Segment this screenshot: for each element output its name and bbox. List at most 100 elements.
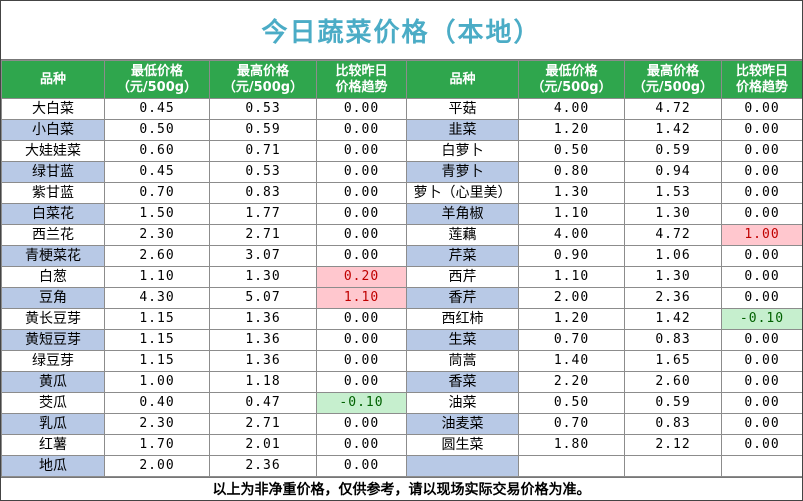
header-trend: 比较昨日 价格趋势	[316, 60, 407, 99]
min-price: 0.50	[518, 392, 625, 414]
table-row: 白葱 1.10 1.30 0.20 西芹 1.10 1.30 0.00	[1, 266, 802, 288]
header-trend-2: 比较昨日 价格趋势	[721, 60, 802, 99]
vegetable-name: 紫甘蓝	[1, 182, 105, 204]
table-row: 地瓜 2.00 2.36 0.00	[1, 455, 802, 477]
vegetable-name: 绿豆芽	[1, 350, 105, 372]
price-trend: 0.00	[721, 371, 802, 393]
min-price: 1.15	[104, 308, 210, 330]
price-trend: 0.00	[721, 266, 802, 288]
min-price: 1.20	[518, 119, 625, 141]
price-trend: 0.00	[721, 119, 802, 141]
min-price: 1.10	[518, 203, 625, 225]
price-trend: 0.00	[721, 161, 802, 183]
table-row: 西兰花 2.30 2.71 0.00 莲藕 4.00 4.72 1.00	[1, 224, 802, 246]
vegetable-name: 油菜	[406, 392, 519, 414]
table-row: 豆角 4.30 5.07 1.10 香芹 2.00 2.36 0.00	[1, 287, 802, 309]
min-price: 2.30	[104, 413, 210, 435]
max-price: 1.53	[624, 182, 722, 204]
max-price: 1.42	[624, 119, 722, 141]
price-trend: 0.00	[316, 140, 407, 162]
header-min-price: 最低价格 （元/500g）	[104, 60, 210, 99]
vegetable-name: 西芹	[406, 266, 519, 288]
table-row: 青梗菜花 2.60 3.07 0.00 芹菜 0.90 1.06 0.00	[1, 245, 802, 267]
min-price: 0.50	[104, 119, 210, 141]
max-price: 2.36	[209, 455, 317, 477]
price-trend: 0.00	[316, 308, 407, 330]
price-trend: 0.00	[721, 434, 802, 456]
table-header-row: 品种 最低价格 （元/500g） 最高价格 （元/500g） 比较昨日 价格趋势 品种…	[1, 60, 802, 99]
price-trend: -0.10	[721, 308, 802, 330]
price-trend: 0.00	[316, 371, 407, 393]
vegetable-name: 豆角	[1, 287, 105, 309]
table-row: 乳瓜 2.30 2.71 0.00 油麦菜 0.70 0.83 0.00	[1, 413, 802, 435]
vegetable-name: 白菜花	[1, 203, 105, 225]
max-price: 1.36	[209, 329, 317, 351]
min-price: 1.10	[104, 266, 210, 288]
price-trend: -0.10	[316, 392, 407, 414]
max-price: 4.72	[624, 224, 722, 246]
min-price: 0.90	[518, 245, 625, 267]
vegetable-name: 芹菜	[406, 245, 519, 267]
max-price: 0.47	[209, 392, 317, 414]
price-trend: 0.00	[316, 245, 407, 267]
max-price: 2.71	[209, 413, 317, 435]
max-price: 0.71	[209, 140, 317, 162]
price-trend: 0.00	[316, 98, 407, 120]
vegetable-name: 黄长豆芽	[1, 308, 105, 330]
price-trend: 0.00	[316, 182, 407, 204]
max-price: 1.36	[209, 308, 317, 330]
price-trend: 0.00	[721, 182, 802, 204]
vegetable-name: 地瓜	[1, 455, 105, 477]
min-price: 1.20	[518, 308, 625, 330]
price-trend: 0.00	[721, 140, 802, 162]
header-variety-2: 品种	[406, 60, 519, 99]
vegetable-name: 羊角椒	[406, 203, 519, 225]
min-price: 2.30	[104, 224, 210, 246]
vegetable-name: 乳瓜	[1, 413, 105, 435]
min-price: 0.60	[104, 140, 210, 162]
min-price: 0.45	[104, 161, 210, 183]
min-price: 1.15	[104, 329, 210, 351]
price-trend: 0.00	[316, 161, 407, 183]
max-price: 1.36	[209, 350, 317, 372]
min-price: 2.60	[104, 245, 210, 267]
min-price: 2.00	[104, 455, 210, 477]
vegetable-name: 青萝卜	[406, 161, 519, 183]
max-price: 5.07	[209, 287, 317, 309]
min-price: 4.00	[518, 98, 625, 120]
price-trend: 0.00	[316, 224, 407, 246]
max-price: 2.36	[624, 287, 722, 309]
price-trend: 0.00	[316, 119, 407, 141]
min-price	[518, 455, 625, 477]
max-price	[624, 455, 722, 477]
vegetable-name: 圆生菜	[406, 434, 519, 456]
min-price: 1.50	[104, 203, 210, 225]
max-price: 4.72	[624, 98, 722, 120]
vegetable-name: 生菜	[406, 329, 519, 351]
vegetable-name: 茭瓜	[1, 392, 105, 414]
table-row: 白菜花 1.50 1.77 0.00 羊角椒 1.10 1.30 0.00	[1, 203, 802, 225]
header-variety: 品种	[1, 60, 105, 99]
table-row: 大娃娃菜 0.60 0.71 0.00 白萝卜 0.50 0.59 0.00	[1, 140, 802, 162]
max-price: 0.53	[209, 98, 317, 120]
max-price: 1.18	[209, 371, 317, 393]
max-price: 0.59	[209, 119, 317, 141]
vegetable-name: 黄瓜	[1, 371, 105, 393]
max-price: 1.65	[624, 350, 722, 372]
table-row: 红薯 1.70 2.01 0.00 圆生菜 1.80 2.12 0.00	[1, 434, 802, 456]
vegetable-name: 小白菜	[1, 119, 105, 141]
page-title: 今日蔬菜价格（本地）	[1, 1, 802, 60]
vegetable-name: 大白菜	[1, 98, 105, 120]
min-price: 0.50	[518, 140, 625, 162]
min-price: 1.40	[518, 350, 625, 372]
footer-note: 以上为非净重价格，仅供参考，请以现场实际交易价格为准。	[1, 477, 802, 500]
max-price: 1.30	[624, 203, 722, 225]
table-row: 黄瓜 1.00 1.18 0.00 香菜 2.20 2.60 0.00	[1, 371, 802, 393]
table-row: 大白菜 0.45 0.53 0.00 平菇 4.00 4.72 0.00	[1, 98, 802, 120]
max-price: 2.71	[209, 224, 317, 246]
min-price: 0.70	[518, 329, 625, 351]
max-price: 0.59	[624, 392, 722, 414]
price-trend: 0.00	[721, 287, 802, 309]
min-price: 2.00	[518, 287, 625, 309]
min-price: 1.30	[518, 182, 625, 204]
